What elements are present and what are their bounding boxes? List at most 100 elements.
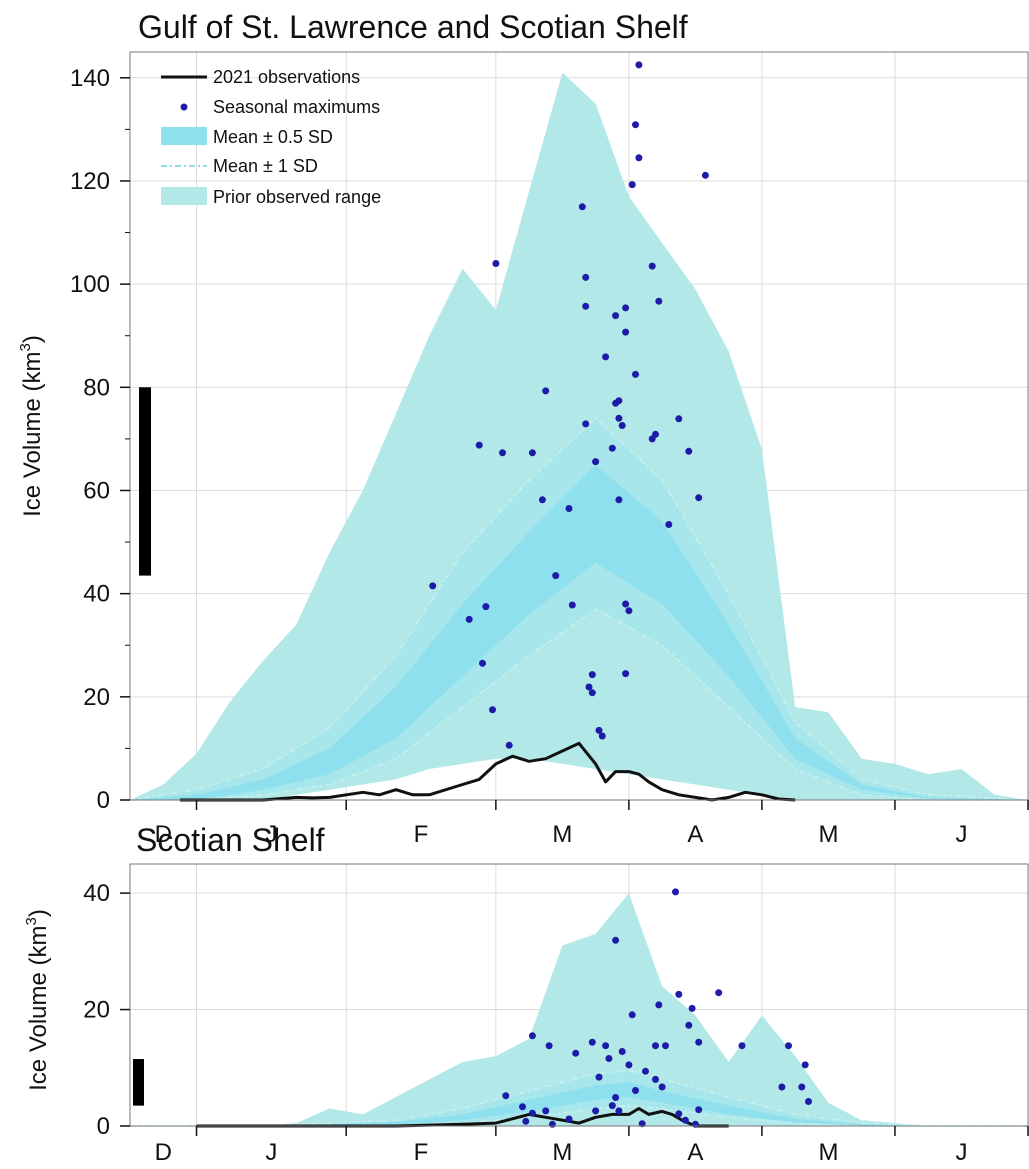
seasonal-maximum-point	[489, 706, 496, 714]
seasonal-maximum-point	[595, 1073, 603, 1081]
seasonal-maximum-point	[632, 1087, 639, 1094]
seasonal-maximum-point	[785, 1042, 792, 1050]
seasonal-maximum-point	[588, 689, 596, 697]
seasonal-maximum-point	[602, 1042, 610, 1050]
seasonal-maximum-point	[605, 1055, 613, 1062]
seasonal-maximum-point	[635, 61, 643, 69]
x-tick-label: J	[955, 1139, 967, 1166]
seasonal-maximum-point	[598, 732, 606, 740]
y-tick-label: 40	[83, 581, 110, 608]
panel-1-y-axis-label-text: Ice Volume (km	[19, 351, 46, 516]
panel-2-maxima	[502, 888, 812, 1128]
panel-1-observations	[179, 741, 796, 802]
x-tick-label: A	[687, 1139, 703, 1166]
seasonal-maximum-point	[778, 1083, 786, 1091]
panel-2-y-ticks: 0 20 40	[83, 880, 130, 1140]
seasonal-maximum-point	[582, 302, 590, 310]
seasonal-maximum-point	[608, 444, 616, 452]
seasonal-maximum-point	[681, 1116, 689, 1124]
panel-2-y-axis-label-sup: 3	[23, 917, 40, 925]
seasonal-maximum-point	[642, 1067, 649, 1075]
seasonal-maximum-point	[652, 430, 659, 438]
legend-label-sd05: Mean ± 0.5 SD	[213, 127, 333, 147]
seasonal-maximum-point	[701, 171, 709, 179]
seasonal-maximum-point	[592, 458, 600, 466]
seasonal-maximum-point	[582, 273, 590, 281]
panel-1-areas	[129, 72, 1029, 801]
x-tick-label: F	[414, 821, 429, 848]
seasonal-maximum-point	[499, 449, 506, 457]
seasonal-maximum-point	[612, 936, 620, 944]
seasonal-maximum-point	[675, 1110, 683, 1118]
seasonal-maximum-point	[545, 1042, 553, 1050]
y-tick-label: 20	[83, 684, 110, 711]
seasonal-maximum-point	[505, 741, 513, 749]
panel-1-reference-bar	[139, 387, 151, 576]
seasonal-maximum-point	[492, 260, 500, 267]
panel-1-frame	[129, 51, 1029, 801]
seasonal-maximum-point	[588, 671, 596, 679]
seasonal-maximum-point	[588, 1038, 596, 1046]
seasonal-maximum-point	[615, 1107, 623, 1115]
y-tick-label: 0	[97, 1113, 110, 1140]
x-tick-label: J	[265, 1139, 277, 1166]
x-tick-label: F	[414, 1139, 429, 1166]
panel-1-title: Gulf of St. Lawrence and Scotian Shelf	[138, 9, 688, 45]
seasonal-maximum-point	[475, 441, 483, 449]
seasonal-maximum-point	[622, 600, 630, 608]
seasonal-maximum-point	[798, 1083, 806, 1091]
seasonal-maximum-point	[632, 121, 639, 129]
seasonal-maximum-point	[479, 659, 486, 667]
seasonal-maximum-point	[429, 582, 437, 590]
seasonal-maximum-point	[615, 414, 623, 422]
seasonal-maximum-point	[618, 1048, 626, 1055]
seasonal-maximum-point	[595, 726, 603, 734]
seasonal-maximum-point	[622, 328, 630, 336]
seasonal-maximum-point	[632, 370, 639, 378]
seasonal-maximum-point	[652, 1042, 659, 1050]
x-tick-label: J	[955, 821, 967, 848]
seasonal-maximum-point	[628, 1011, 636, 1019]
panel-2-y-axis-label-suffix: )	[25, 909, 52, 917]
seasonal-maximum-point	[675, 415, 683, 423]
seasonal-maximum-point	[572, 1049, 580, 1057]
sd1-area	[130, 418, 1028, 800]
seasonal-maximum-point	[715, 989, 723, 997]
sd1-boundary-line	[130, 608, 1028, 801]
seasonal-maximum-point	[542, 1107, 550, 1115]
panel-scotian: Scotian Shelf 0 20 40 D J F M A M J Ice Volume (…	[23, 822, 1029, 1166]
seasonal-maximum-point	[528, 1032, 536, 1040]
y-tick-label: 20	[83, 997, 110, 1024]
seasonal-maximum-point	[502, 1092, 510, 1100]
seasonal-maximum-point	[465, 615, 473, 623]
seasonal-maximum-point	[662, 1042, 669, 1050]
seasonal-maximum-point	[612, 1094, 620, 1101]
seasonal-maximum-point	[695, 1106, 703, 1114]
legend-swatch-sd05	[161, 127, 207, 145]
seasonal-maximum-point	[608, 1102, 616, 1110]
seasonal-maximum-point	[801, 1061, 809, 1069]
sd1-boundary-line	[130, 1069, 1028, 1127]
panel-2-title: Scotian Shelf	[136, 822, 325, 858]
y-tick-label: 120	[70, 168, 110, 195]
seasonal-maximum-point	[685, 1021, 693, 1029]
observations-line	[179, 741, 796, 802]
seasonal-maximum-point	[548, 1120, 556, 1128]
sd05-area	[130, 464, 1028, 800]
seasonal-maximum-point	[648, 262, 656, 270]
seasonal-maximum-point	[618, 422, 626, 429]
x-tick-label: M	[552, 1139, 572, 1166]
legend-label-maxima: Seasonal maximums	[213, 97, 380, 117]
seasonal-maximum-point	[615, 397, 623, 405]
seasonal-maximum-point	[805, 1098, 812, 1105]
x-tick-label: D	[155, 821, 172, 848]
seasonal-maximum-point	[592, 1107, 600, 1115]
seasonal-maximum-point	[675, 990, 683, 998]
panel-1-y-axis-label: Ice Volume (km3)	[17, 335, 46, 517]
y-tick-label: 140	[70, 65, 110, 92]
seasonal-maximum-point	[568, 601, 576, 609]
seasonal-maximum-point	[688, 1004, 696, 1012]
legend-label-range: Prior observed range	[213, 187, 381, 207]
